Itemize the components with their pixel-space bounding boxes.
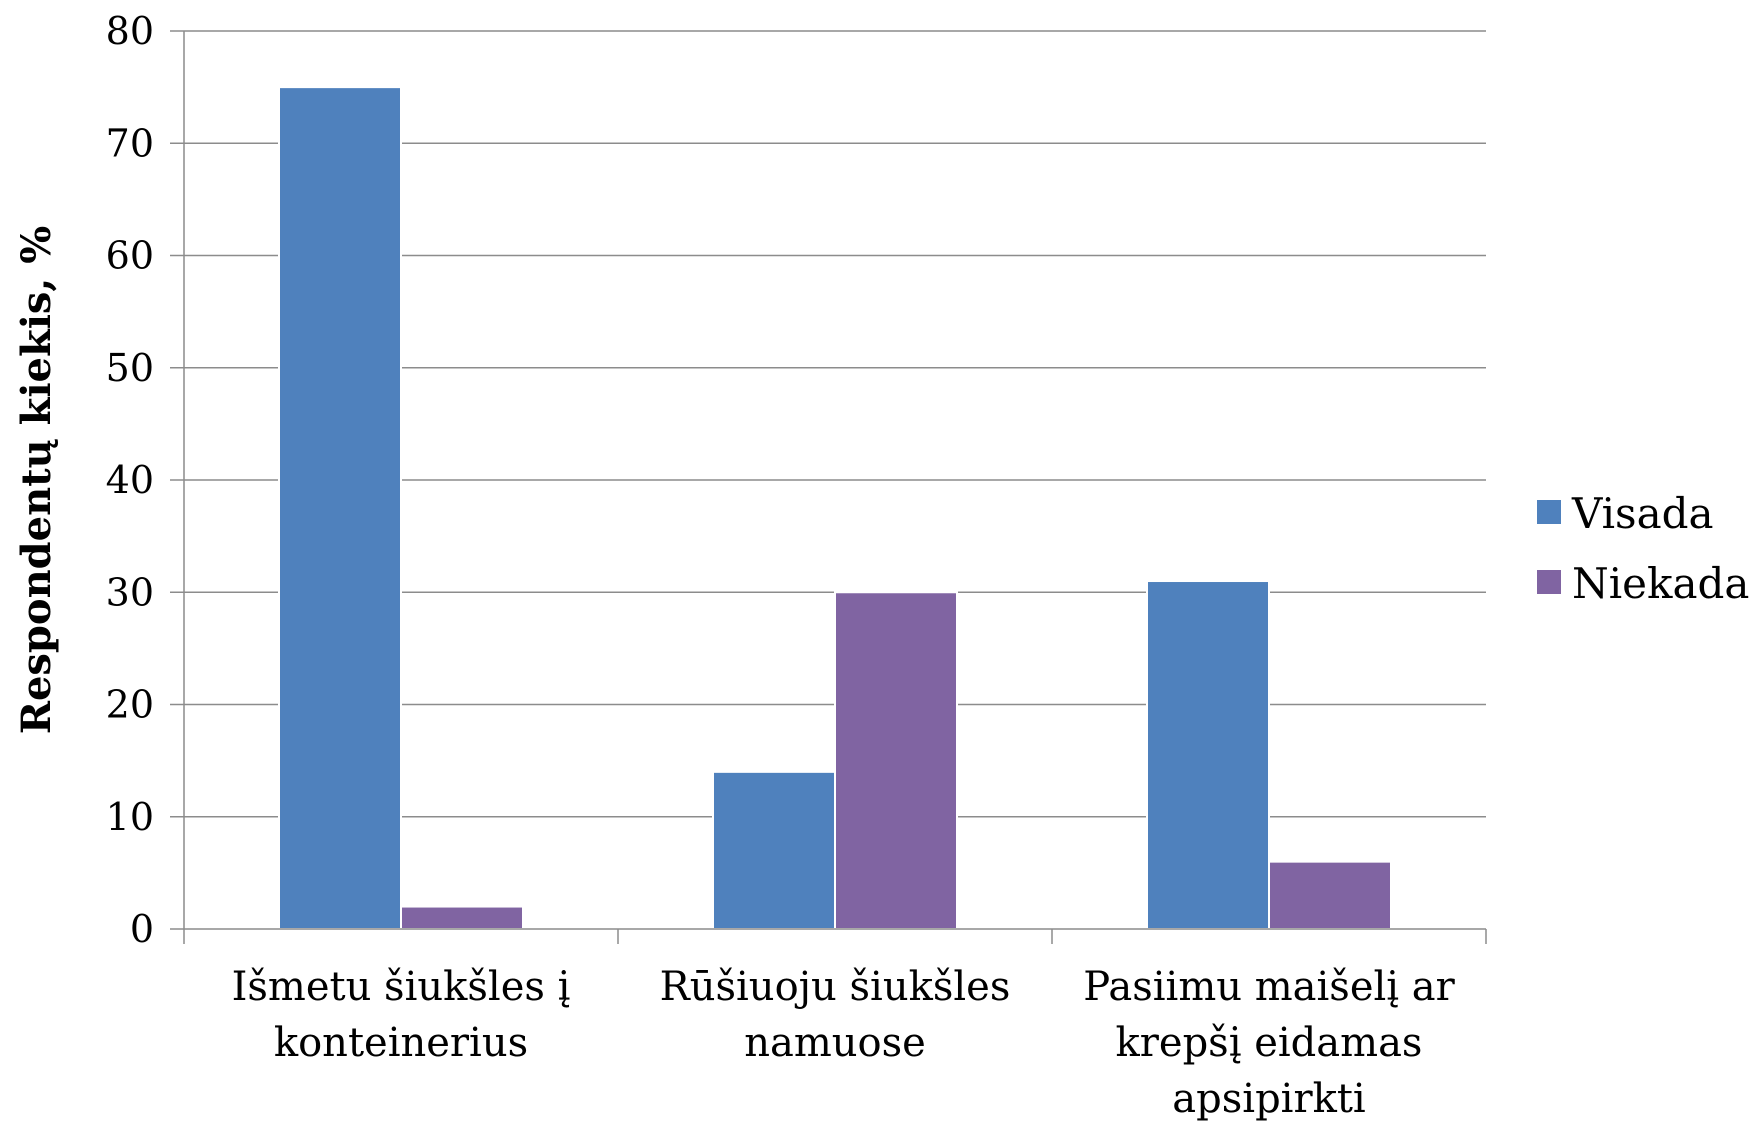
bar-visada-3 — [1146, 580, 1270, 931]
x-category-label-line: Išmetu šiukšles į — [232, 964, 571, 1010]
y-axis-label: Respondentų kiekis, % — [13, 226, 60, 735]
x-category-label-line: Pasiimu maišelį ar — [1083, 964, 1455, 1010]
y-axis-title-group: Respondentų kiekis, % — [13, 226, 60, 735]
y-tick-label: 40 — [106, 458, 154, 502]
legend-swatch-visada — [1537, 500, 1561, 524]
y-tick-label: 30 — [106, 570, 154, 614]
x-category-label: Pasiimu maišelį ar krepšį eidamas apsipirk… — [1083, 964, 1455, 1121]
y-tick-label: 50 — [106, 346, 154, 390]
x-category-label-line: konteinerius — [274, 1020, 528, 1066]
legend-label-visada: Visada — [1571, 489, 1714, 538]
x-category-label-line: krepšį eidamas — [1116, 1020, 1423, 1066]
y-tick-label: 80 — [106, 9, 154, 53]
bar-niekada-2 — [834, 591, 958, 930]
x-category-label: Išmetu šiukšles į konteinerius — [232, 964, 571, 1066]
bar-visada-2 — [712, 770, 836, 930]
x-category-label-line: namuose — [744, 1020, 926, 1066]
x-category-labels: Išmetu šiukšles į konteinerius Rūšiuoju ši… — [232, 964, 1456, 1121]
y-tick-label: 70 — [106, 121, 154, 165]
bar-visada-1 — [278, 86, 402, 930]
x-category-label-line: apsipirkti — [1172, 1076, 1365, 1121]
axes — [170, 30, 1487, 944]
bars — [278, 86, 1392, 931]
y-tick-label: 20 — [106, 683, 154, 727]
y-tick-label: 60 — [106, 234, 154, 278]
x-category-label-line: Rūšiuoju šiukšles — [660, 964, 1011, 1010]
y-tick-label: 10 — [106, 795, 154, 839]
legend-label-niekada: Niekada — [1572, 559, 1749, 608]
y-tick-labels: 0 10 20 30 40 50 60 70 80 — [106, 9, 154, 951]
x-category-label: Rūšiuoju šiukšles namuose — [660, 964, 1011, 1066]
y-tick-label: 0 — [130, 907, 154, 951]
legend-swatch-niekada — [1537, 570, 1561, 594]
bar-niekada-1 — [400, 905, 524, 930]
legend: Visada Niekada — [1537, 489, 1749, 608]
bar-niekada-3 — [1268, 860, 1392, 931]
